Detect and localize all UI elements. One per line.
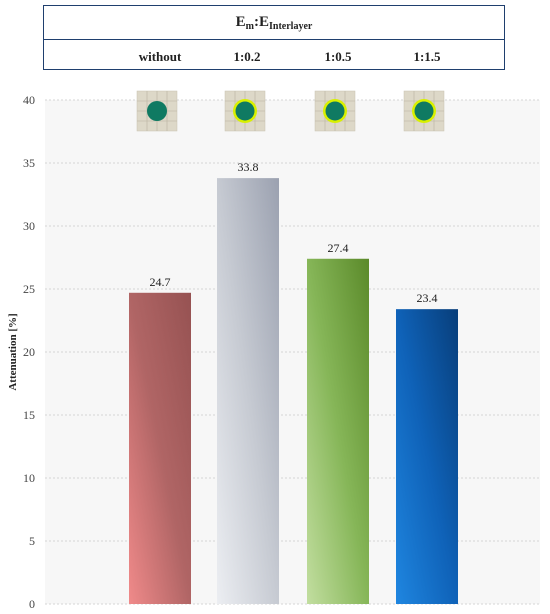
y-tick-label: 10 xyxy=(23,471,35,485)
y-tick-label: 25 xyxy=(23,282,35,296)
cross-section-icon-interlayer xyxy=(403,90,445,132)
category-label-1-1.5: 1:1.5 xyxy=(413,49,441,64)
y-tick-label: 0 xyxy=(29,597,35,611)
category-label-1-0.2: 1:0.2 xyxy=(233,49,261,64)
bar-2 xyxy=(307,258,369,604)
bar-3 xyxy=(396,309,458,604)
bar-1 xyxy=(217,178,279,604)
y-tick-label: 30 xyxy=(23,219,35,233)
header-title: Em:EInterlayer xyxy=(44,14,504,32)
y-axis-label: Attenuation [%] xyxy=(7,313,19,390)
data-label: 27.4 xyxy=(328,241,349,255)
title-sep: :E xyxy=(254,14,270,30)
y-tick-label: 15 xyxy=(23,408,35,422)
header-divider xyxy=(44,39,504,40)
y-tick-label: 35 xyxy=(23,156,35,170)
y-tick-label: 20 xyxy=(23,345,35,359)
title-sub-2: Interlayer xyxy=(269,21,313,32)
bar-0 xyxy=(129,292,191,604)
cross-section-icon-no-interlayer xyxy=(136,90,178,132)
category-label-1-0.5: 1:0.5 xyxy=(324,49,352,64)
data-label: 33.8 xyxy=(238,160,259,174)
cross-section-icon-interlayer xyxy=(224,90,266,132)
data-label: 23.4 xyxy=(417,291,438,305)
title-main-1: E xyxy=(235,14,246,30)
header-box: Em:EInterlayer xyxy=(43,5,505,70)
y-tick-label: 40 xyxy=(23,93,35,107)
data-label: 24.7 xyxy=(150,275,171,289)
y-tick-label: 5 xyxy=(29,534,35,548)
category-label-without: without xyxy=(138,49,182,64)
cross-section-icon-interlayer xyxy=(314,90,356,132)
title-sub-1: m xyxy=(245,21,255,32)
